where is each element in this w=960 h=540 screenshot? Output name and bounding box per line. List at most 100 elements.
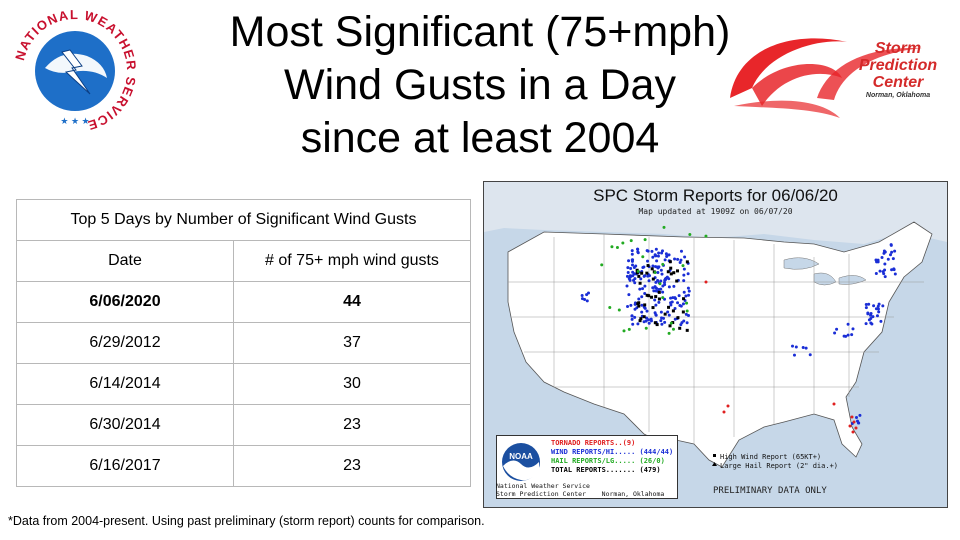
high-wind-report-marker	[669, 272, 673, 276]
wind-report-marker	[687, 293, 691, 297]
hail-report-marker	[641, 255, 645, 259]
high-wind-report-marker	[655, 323, 659, 327]
high-wind-report-marker	[637, 274, 641, 278]
wind-report-marker	[666, 310, 670, 314]
wind-report-marker	[653, 298, 657, 302]
high-wind-report-marker	[675, 279, 679, 283]
wind-report-marker	[872, 304, 876, 308]
column-header-count: # of 75+ mph wind gusts	[233, 240, 471, 282]
wind-report-marker	[882, 251, 886, 255]
high-wind-report-marker	[672, 271, 676, 275]
large-hail-key-marker	[712, 462, 717, 466]
wind-report-marker	[643, 274, 647, 278]
wind-report-marker	[632, 278, 636, 282]
wind-report-marker	[878, 269, 882, 273]
wind-report-marker	[858, 413, 862, 417]
table-caption-row: Top 5 Days by Number of Significant Wind…	[16, 199, 471, 241]
wind-report-marker	[880, 255, 884, 259]
high-wind-report-marker	[646, 264, 650, 268]
count-cell: 37	[233, 322, 471, 364]
wind-report-marker	[888, 253, 892, 257]
wind-report-marker	[663, 320, 667, 324]
high-wind-report-marker	[676, 316, 680, 320]
tornado-report-marker	[854, 426, 858, 430]
legend-total: TOTAL REPORTS....... (479)	[551, 466, 661, 474]
wind-report-marker	[580, 294, 584, 298]
nws-credit: National Weather Service Storm Predictio…	[496, 482, 665, 498]
footnote: *Data from 2004-present. Using past prel…	[8, 514, 485, 528]
high-wind-report-marker	[643, 303, 647, 307]
wind-report-marker	[669, 301, 673, 305]
wind-report-marker	[640, 303, 644, 307]
wind-report-marker	[671, 296, 675, 300]
wind-report-marker	[679, 323, 683, 327]
noaa-logo-icon: NOAA	[502, 443, 540, 481]
us-map-graphic	[484, 182, 947, 468]
svg-text:NOAA: NOAA	[509, 452, 533, 461]
wind-report-marker	[640, 310, 644, 314]
wind-report-marker	[631, 263, 635, 267]
wind-report-marker	[647, 318, 651, 322]
high-wind-report-marker	[685, 328, 689, 332]
wind-report-marker	[855, 419, 859, 423]
wind-report-marker	[629, 303, 633, 307]
wind-report-marker	[667, 285, 671, 289]
table-header-row: Date # of 75+ mph wind gusts	[16, 240, 471, 282]
hail-report-marker	[643, 238, 647, 242]
wind-report-marker	[628, 274, 632, 278]
wind-report-marker	[654, 286, 658, 290]
table-caption: Top 5 Days by Number of Significant Wind…	[16, 199, 471, 241]
table-row: 6/14/2014 30	[16, 363, 471, 405]
hail-report-marker	[688, 233, 692, 237]
high-wind-report-marker	[668, 324, 672, 328]
wind-report-marker	[890, 268, 894, 272]
hail-report-marker	[653, 270, 657, 274]
wind-report-marker	[660, 322, 664, 326]
wind-report-marker	[631, 322, 635, 326]
legend-hail: HAIL REPORTS/LG..... (26/0)	[551, 457, 665, 465]
hail-report-marker	[685, 301, 689, 305]
high-wind-report-marker	[666, 270, 670, 274]
hail-report-marker	[661, 262, 665, 266]
wind-report-marker	[634, 264, 638, 268]
map-subtitle: Map updated at 1909Z on 06/07/20	[638, 207, 793, 216]
high-wind-report-marker	[653, 321, 657, 325]
wind-report-marker	[682, 267, 686, 271]
wind-report-marker	[676, 257, 680, 261]
hail-report-marker	[627, 327, 631, 331]
key-large-hail: Large Hail Report (2" dia.+)	[720, 462, 839, 470]
hail-report-marker	[636, 269, 640, 273]
wind-report-marker	[889, 243, 893, 247]
wind-report-marker	[883, 262, 887, 266]
date-cell: 6/16/2017	[16, 445, 234, 487]
wind-report-marker	[869, 311, 873, 315]
wind-report-marker	[882, 249, 886, 253]
table-row: 6/16/2017 23	[16, 445, 471, 487]
nws-lightning-logo-icon: NATIONAL WEATHER SERVICE ★ ★ ★	[12, 7, 138, 134]
hail-report-marker	[704, 234, 708, 238]
wind-report-marker	[864, 302, 868, 306]
wind-report-marker	[673, 257, 677, 261]
high-wind-report-marker	[669, 266, 673, 270]
wind-report-marker	[686, 313, 690, 317]
wind-report-marker	[626, 271, 630, 275]
hail-report-marker	[615, 245, 619, 249]
spc-line-2: Prediction	[858, 57, 938, 74]
wind-report-marker	[875, 314, 879, 318]
wind-report-marker	[659, 310, 663, 314]
wind-report-marker	[667, 313, 671, 317]
hail-report-marker	[681, 264, 685, 268]
wind-report-marker	[893, 272, 897, 276]
high-wind-report-marker	[635, 271, 639, 275]
hail-report-marker	[622, 329, 626, 333]
wind-report-marker	[633, 301, 637, 305]
credit-line-3-text: Norman, Oklahoma	[601, 489, 665, 498]
wind-report-marker	[625, 284, 629, 288]
wind-report-marker	[682, 290, 686, 294]
wind-report-marker	[844, 334, 848, 338]
storm-report-map: SPC Storm Reports for 06/06/20 Map updat…	[483, 181, 948, 508]
wind-report-marker	[646, 259, 650, 263]
high-wind-report-marker	[667, 305, 671, 309]
wind-report-marker	[585, 293, 589, 297]
hail-report-marker	[644, 326, 648, 330]
